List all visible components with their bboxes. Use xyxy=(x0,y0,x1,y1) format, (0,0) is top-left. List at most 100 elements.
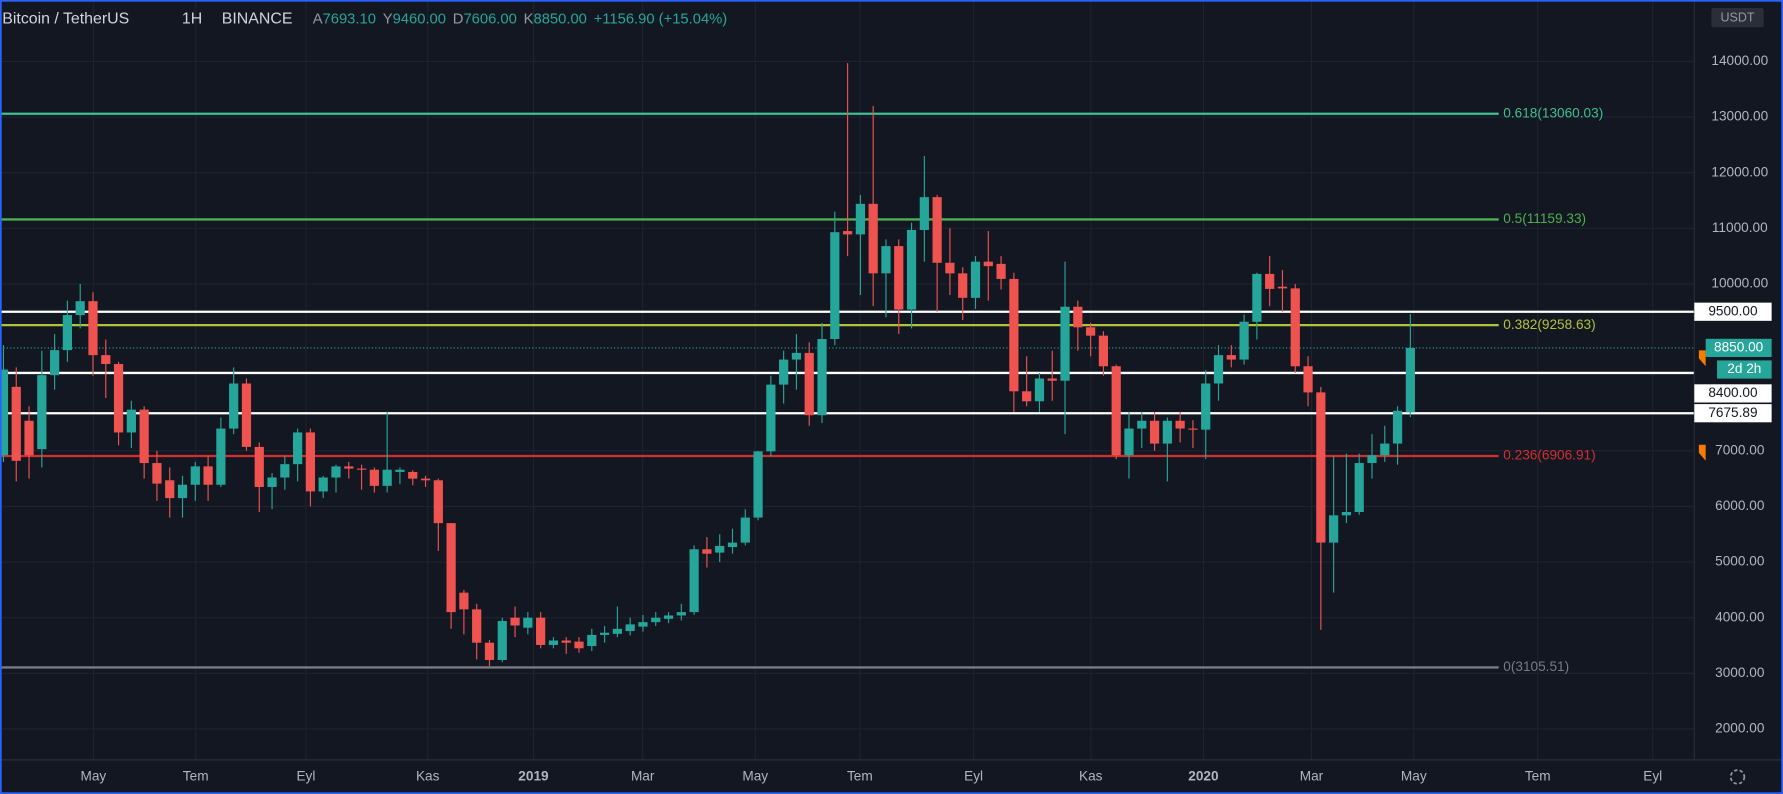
candle-body xyxy=(1149,420,1160,444)
candle-body xyxy=(1405,347,1415,413)
low-key: D xyxy=(453,11,464,27)
high-key: Y xyxy=(383,11,393,27)
candle-body xyxy=(970,261,981,298)
candle-body xyxy=(62,315,73,351)
candle-body xyxy=(229,383,239,429)
x-tick-label: Eyl xyxy=(296,769,315,784)
candle-body xyxy=(0,369,9,456)
y-tick-label: 2000.00 xyxy=(1715,721,1765,736)
candle-body xyxy=(1213,355,1224,384)
candle-body xyxy=(740,517,750,543)
candle-body xyxy=(165,480,175,499)
candle-body xyxy=(24,420,34,456)
candle-body xyxy=(1111,366,1121,456)
interval: 1H xyxy=(182,11,202,28)
x-tick-label: Mar xyxy=(631,769,655,784)
candle-body xyxy=(548,640,559,645)
candle-body xyxy=(625,624,635,632)
candle-body xyxy=(638,622,648,627)
candle-body xyxy=(1098,335,1109,367)
candle-body xyxy=(293,432,303,465)
candle-body xyxy=(715,545,725,553)
candle-body xyxy=(919,197,929,230)
price-line-box xyxy=(1694,384,1772,403)
y-tick-label: 3000.00 xyxy=(1715,665,1765,680)
alert-markers[interactable] xyxy=(1698,350,1706,461)
candle-body xyxy=(1188,428,1198,430)
candle-body xyxy=(766,384,776,452)
y-tick-label: 6000.00 xyxy=(1715,498,1765,513)
candle-body xyxy=(727,542,738,548)
y-tick-label: 12000.00 xyxy=(1711,164,1768,179)
candle-body xyxy=(318,477,328,492)
candle-body xyxy=(459,592,469,610)
candle-body xyxy=(113,364,124,433)
candle-body xyxy=(817,338,827,416)
candle-body xyxy=(1034,378,1045,402)
candle-body xyxy=(1316,392,1326,543)
candle-body xyxy=(1162,420,1172,444)
candle-body xyxy=(1226,355,1236,360)
settings-icon[interactable] xyxy=(1729,769,1746,785)
candle-body xyxy=(369,469,379,486)
candle-body xyxy=(190,466,200,485)
candle-body xyxy=(996,263,1006,279)
candle-body xyxy=(651,617,661,623)
candle-body xyxy=(830,232,840,339)
candle-body xyxy=(331,466,341,478)
candle-body xyxy=(599,632,610,635)
price-line-label: 9500.00 xyxy=(1708,303,1758,318)
candle-body xyxy=(254,446,264,487)
fib-label: 0.618(13060.03) xyxy=(1503,105,1603,120)
ohlc: A7693.10 Y9460.00 D7606.00 K8850.00 +1156.90… xyxy=(313,11,728,27)
price-line-label: 7675.89 xyxy=(1708,405,1757,420)
price-line-box xyxy=(1694,302,1772,321)
candle-body xyxy=(958,273,968,298)
candle-body xyxy=(472,609,482,643)
x-tick-label: 2020 xyxy=(1188,769,1219,784)
candle-body xyxy=(1392,410,1403,444)
candle-body xyxy=(420,478,431,481)
currency[interactable]: USDT xyxy=(1721,10,1755,24)
x-tick-label: Tem xyxy=(847,769,873,784)
candle-body xyxy=(676,612,686,616)
fib-label: 0(3105.51) xyxy=(1503,659,1569,674)
high-value: 9460.00 xyxy=(393,11,446,27)
candle-body xyxy=(433,480,443,524)
candle-body xyxy=(1380,443,1390,456)
currency-box[interactable] xyxy=(1711,7,1764,28)
x-tick-label: Kas xyxy=(416,769,440,784)
candle-body xyxy=(356,468,367,470)
x-tick-label: Tem xyxy=(1525,769,1551,784)
candle-body xyxy=(139,409,149,464)
change: +1156.90 (+15.04%) xyxy=(594,11,728,27)
candle-body xyxy=(663,615,674,619)
candle-body xyxy=(1009,278,1019,392)
candle-body xyxy=(574,641,584,649)
candle-body xyxy=(1086,327,1096,336)
candle-body xyxy=(344,466,354,469)
x-tick-label: Eyl xyxy=(1643,769,1662,784)
x-tick-label: May xyxy=(1401,769,1427,784)
y-tick-label: 14000.00 xyxy=(1711,53,1768,68)
y-tick-label: 4000.00 xyxy=(1715,609,1765,624)
candle-body xyxy=(395,469,405,472)
candle-body xyxy=(1124,428,1134,456)
candle-body xyxy=(1137,420,1147,429)
candle-body xyxy=(1022,391,1032,402)
countdown-box xyxy=(1717,360,1772,379)
candle-body xyxy=(1073,306,1083,328)
low-value: 7606.00 xyxy=(463,11,516,27)
x-tick-label: Eyl xyxy=(964,769,983,784)
candle-body xyxy=(1277,286,1288,289)
candle-body xyxy=(1252,273,1262,322)
candle-body xyxy=(1329,515,1339,543)
close-key: K xyxy=(524,11,534,27)
open-value: 7693.10 xyxy=(323,11,376,27)
candle-body xyxy=(1201,383,1211,430)
candle-body xyxy=(50,350,60,376)
candle-body xyxy=(1265,273,1275,289)
